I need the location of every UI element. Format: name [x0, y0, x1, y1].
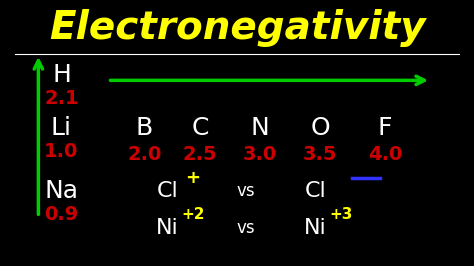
- Text: 1.0: 1.0: [44, 142, 79, 161]
- Text: 0.9: 0.9: [45, 205, 79, 224]
- Text: 2.0: 2.0: [128, 144, 162, 164]
- Text: 2.1: 2.1: [44, 89, 79, 108]
- Text: 3.5: 3.5: [303, 144, 337, 164]
- Text: Ni: Ni: [156, 218, 179, 238]
- Text: 3.0: 3.0: [243, 144, 277, 164]
- Text: Cl: Cl: [157, 181, 179, 201]
- Text: 2.5: 2.5: [183, 144, 218, 164]
- Text: F: F: [378, 116, 392, 140]
- Text: vs: vs: [237, 182, 255, 200]
- Text: +: +: [186, 169, 201, 187]
- Text: +3: +3: [329, 207, 353, 222]
- Text: C: C: [191, 116, 209, 140]
- Text: H: H: [52, 63, 71, 87]
- Text: vs: vs: [237, 219, 255, 237]
- Text: +2: +2: [182, 207, 205, 222]
- Text: Ni: Ni: [304, 218, 327, 238]
- Text: 4.0: 4.0: [368, 144, 402, 164]
- Text: Na: Na: [45, 179, 79, 203]
- Text: Li: Li: [51, 116, 72, 140]
- Text: O: O: [310, 116, 330, 140]
- Text: Electronegativity: Electronegativity: [49, 9, 425, 47]
- Text: N: N: [251, 116, 270, 140]
- Text: B: B: [136, 116, 153, 140]
- Text: Cl: Cl: [305, 181, 327, 201]
